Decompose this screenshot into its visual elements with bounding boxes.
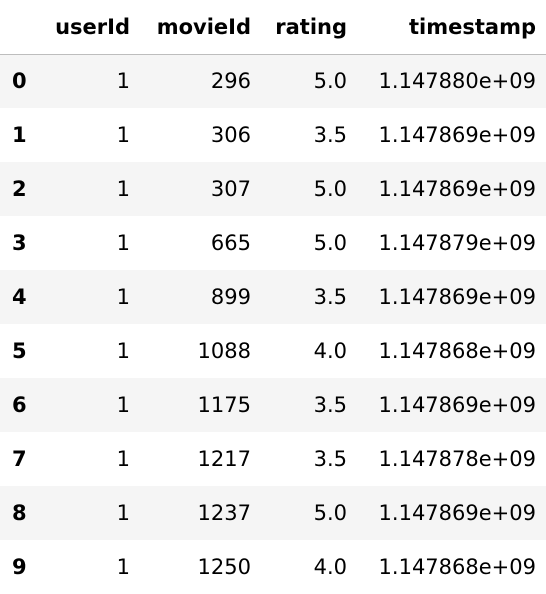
cell-rating: 5.0 (313, 69, 347, 94)
cell-movieid: 665 (210, 231, 251, 255)
header-row: userId movieId rating timestamp (0, 0, 546, 55)
cell-timestamp: 1.147869e+09 (378, 501, 536, 525)
cell-rating: 3.5 (313, 123, 347, 147)
table-row: 9 1 1250 4.0 1.147868e+09 (0, 540, 546, 594)
row-index: 4 (12, 285, 27, 309)
column-header-userid: userId (48, 0, 140, 55)
cell-rating: 4.0 (313, 339, 347, 363)
row-index: 2 (12, 177, 27, 201)
cell-timestamp: 1.147869e+09 (378, 177, 536, 201)
column-header-movieid: movieId (140, 0, 261, 55)
cell-timestamp: 1.147879e+09 (378, 231, 536, 255)
cell-movieid: 306 (210, 123, 251, 147)
cell-rating: 5.0 (313, 177, 347, 201)
row-index: 1 (12, 123, 27, 147)
cell-movieid: 307 (210, 177, 251, 201)
cell-userid: 1 (116, 393, 130, 417)
cell-rating: 5.0 (313, 501, 347, 525)
table-row: 1 1 306 3.5 1.147869e+09 (0, 108, 546, 162)
table-row: 2 1 307 5.0 1.147869e+09 (0, 162, 546, 216)
cell-movieid: 1175 (197, 393, 251, 417)
row-index: 3 (12, 231, 27, 255)
index-header (0, 0, 48, 55)
cell-rating: 5.0 (313, 231, 347, 255)
cell-timestamp: 1.147878e+09 (378, 447, 536, 471)
table-row: 0 1 296 5.0 1.147880e+09 (0, 54, 546, 108)
cell-timestamp: 1.147869e+09 (378, 393, 536, 417)
table-row: 5 1 1088 4.0 1.147868e+09 (0, 324, 546, 378)
cell-userid: 1 (116, 69, 130, 94)
cell-userid: 1 (116, 339, 130, 363)
row-index: 8 (12, 501, 27, 525)
cell-rating: 4.0 (313, 555, 347, 579)
cell-movieid: 1250 (197, 555, 251, 579)
row-index: 9 (12, 555, 27, 579)
table-body: 0 1 296 5.0 1.147880e+09 1 1 306 3.5 1.147869e+09… (0, 54, 546, 594)
table-row: 3 1 665 5.0 1.147879e+09 (0, 216, 546, 270)
cell-movieid: 1088 (197, 339, 251, 363)
table-row: 4 1 899 3.5 1.147869e+09 (0, 270, 546, 324)
cell-userid: 1 (116, 555, 130, 579)
cell-userid: 1 (116, 231, 130, 255)
cell-userid: 1 (116, 177, 130, 201)
cell-movieid: 296 (210, 69, 251, 94)
cell-timestamp: 1.147880e+09 (378, 69, 536, 94)
table-row: 8 1 1237 5.0 1.147869e+09 (0, 486, 546, 540)
cell-userid: 1 (116, 123, 130, 147)
cell-userid: 1 (116, 285, 130, 309)
cell-movieid: 1217 (197, 447, 251, 471)
cell-movieid: 899 (210, 285, 251, 309)
table-row: 6 1 1175 3.5 1.147869e+09 (0, 378, 546, 432)
column-header-rating: rating (261, 0, 357, 55)
cell-timestamp: 1.147868e+09 (378, 555, 536, 579)
cell-timestamp: 1.147868e+09 (378, 339, 536, 363)
row-index: 6 (12, 393, 27, 417)
cell-userid: 1 (116, 501, 130, 525)
row-index: 0 (12, 69, 27, 94)
cell-rating: 3.5 (313, 447, 347, 471)
row-index: 7 (12, 447, 27, 471)
column-header-timestamp: timestamp (357, 0, 546, 55)
cell-userid: 1 (116, 447, 130, 471)
cell-timestamp: 1.147869e+09 (378, 123, 536, 147)
cell-movieid: 1237 (197, 501, 251, 525)
table-row: 7 1 1217 3.5 1.147878e+09 (0, 432, 546, 486)
row-index: 5 (12, 339, 27, 363)
cell-timestamp: 1.147869e+09 (378, 285, 536, 309)
cell-rating: 3.5 (313, 285, 347, 309)
cell-rating: 3.5 (313, 393, 347, 417)
table-header: userId movieId rating timestamp (0, 0, 546, 55)
